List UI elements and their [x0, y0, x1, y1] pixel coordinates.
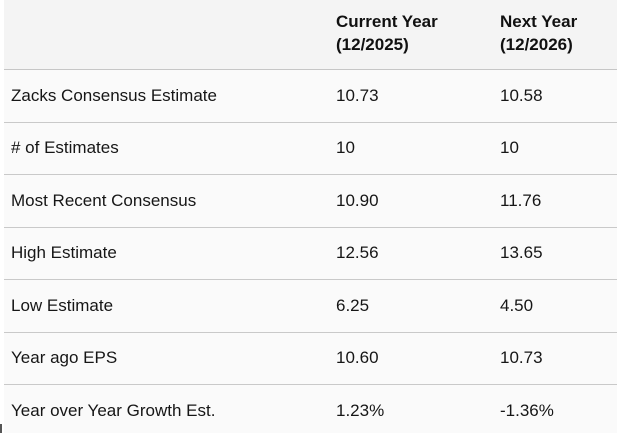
row-value-current: 6.25 — [336, 295, 370, 315]
row-value-current: 10.60 — [336, 348, 379, 368]
row-value-current: 12.56 — [336, 243, 379, 263]
row-value-next: 11.76 — [500, 190, 542, 210]
row-label: Low Estimate — [11, 295, 114, 315]
table-row: Year ago EPS 10.60 10.73 — [4, 332, 617, 385]
row-value-current: 10.90 — [336, 190, 379, 210]
row-value-next: 13.65 — [500, 243, 543, 263]
row-label: Year ago EPS — [11, 348, 118, 368]
row-label: Most Recent Consensus — [11, 190, 197, 210]
column-header-current-year: Current Year (12/2025) — [336, 0, 500, 69]
table-header-row: Current Year (12/2025) Next Year (12/202… — [4, 0, 617, 70]
table-row: # of Estimates 10 10 — [4, 122, 617, 175]
row-value-current: 10.73 — [336, 85, 379, 105]
estimates-table: Current Year (12/2025) Next Year (12/202… — [4, 0, 617, 433]
column-header-next-year: Next Year (12/2026) — [500, 0, 617, 69]
row-value-current: 1.23% — [336, 400, 385, 420]
row-label: # of Estimates — [11, 138, 119, 158]
column-header-subline: (12/2025) — [336, 35, 409, 54]
column-header-line: Current Year — [336, 12, 438, 31]
row-label: Year over Year Growth Est. — [11, 400, 216, 420]
row-value-next: 10 — [500, 138, 519, 158]
row-value-current: 10 — [336, 138, 355, 158]
row-value-next: 4.50 — [500, 295, 534, 315]
row-value-next: -1.36% — [500, 400, 554, 420]
column-header-subline: (12/2026) — [500, 35, 573, 54]
header-spacer — [4, 0, 336, 69]
row-label: High Estimate — [11, 243, 117, 263]
row-value-next: 10.73 — [500, 348, 543, 368]
column-header-line: Next Year — [500, 12, 578, 31]
row-value-next: 10.58 — [500, 85, 543, 105]
table-row: Zacks Consensus Estimate 10.73 10.58 — [4, 70, 617, 123]
table-row: Year over Year Growth Est. 1.23% -1.36% — [4, 385, 617, 433]
table-row: Low Estimate 6.25 4.50 — [4, 280, 617, 333]
scrollbar-fragment — [0, 424, 2, 433]
row-label: Zacks Consensus Estimate — [11, 85, 217, 105]
table-row: Most Recent Consensus 10.90 11.76 — [4, 175, 617, 228]
table-row: High Estimate 12.56 13.65 — [4, 227, 617, 280]
